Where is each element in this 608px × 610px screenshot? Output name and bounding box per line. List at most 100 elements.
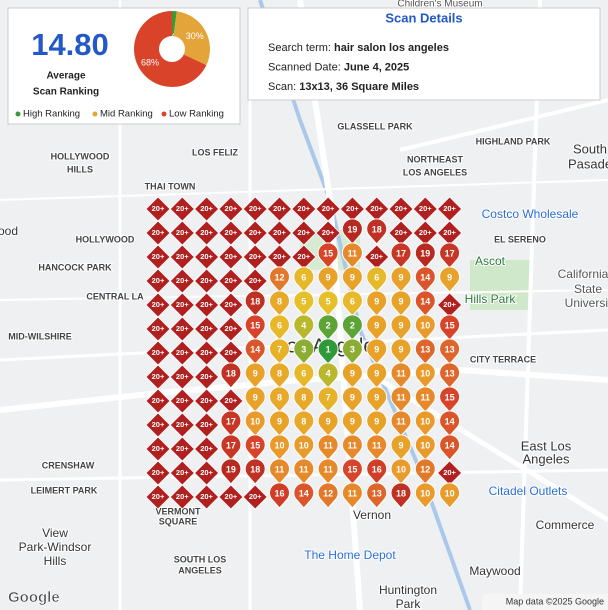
rank-label: 20+ [370, 204, 383, 213]
rank-label: 20+ [273, 204, 286, 213]
rank-pin [414, 362, 436, 389]
rank-pin [293, 434, 315, 461]
rank-label: 5 [301, 296, 306, 306]
rank-pin [414, 434, 436, 461]
rank-label: 6 [301, 368, 306, 378]
rank-label: 20+ [200, 420, 213, 429]
rank-label: 11 [396, 416, 406, 426]
rank-label: 7 [277, 344, 282, 354]
rank-label: 20+ [395, 228, 408, 237]
rank-label: 9 [447, 272, 452, 282]
place-label: HOLLYWOOD [51, 151, 110, 161]
freeway [518, 0, 542, 610]
rank-label: 20+ [200, 324, 213, 333]
rank-label: 20+ [419, 204, 432, 213]
rank-pin [366, 386, 388, 413]
rank-pin [439, 482, 461, 509]
rank-pin [390, 410, 412, 437]
rank-label: 13 [420, 344, 430, 354]
place-label: Maywood [469, 564, 520, 578]
place-label: Huntington [379, 583, 437, 597]
rank-label: 9 [253, 368, 258, 378]
rank-pin [317, 362, 339, 389]
detail-row: Scan: 13x13, 36 Square Miles [268, 81, 419, 93]
rank-pin [390, 338, 412, 365]
rank-pin [293, 314, 315, 341]
rank-pin [220, 410, 242, 437]
rank-pin [390, 314, 412, 341]
rank-pin [269, 362, 290, 389]
rank-label: 20+ [443, 300, 456, 309]
place-label: Angeles [523, 451, 570, 466]
rank-pin [366, 218, 388, 245]
road [0, 179, 608, 201]
rank-pin [269, 338, 290, 365]
rank-label: 20+ [200, 444, 213, 453]
rank-label: 20+ [443, 228, 456, 237]
rank-label: 9 [374, 344, 379, 354]
rank-pin [341, 314, 363, 341]
rank-pin [439, 362, 461, 389]
detail-value: 13x13, 36 Square Miles [299, 81, 419, 93]
rank-label: 20+ [419, 228, 432, 237]
rank-label: 20+ [176, 252, 189, 261]
rank-pin [317, 434, 339, 461]
pie-slice [173, 11, 210, 66]
place-label: HOLLYWOOD [76, 234, 135, 244]
rank-label: 15 [250, 440, 260, 450]
rank-label: 10 [420, 416, 430, 426]
rank-pin-unranked [194, 484, 220, 510]
rank-label: 12 [274, 272, 284, 282]
place-label: Citadel Outlets [489, 484, 568, 498]
place-label: Pasade [568, 156, 608, 171]
rank-grid: 20+ 20+ 20+ 20+ 20+ 20+ 20+ 20+ 20+ 20+ 20+ 20+ 20+ 2… [145, 196, 463, 510]
rank-label: 16 [372, 464, 382, 474]
rank-pin-unranked [169, 484, 195, 510]
rank-label: 9 [326, 272, 331, 282]
rank-label: 20+ [200, 252, 213, 261]
rank-label: 14 [445, 440, 455, 450]
rank-label: 20+ [322, 204, 335, 213]
rank-pin [293, 338, 315, 365]
rank-label: 11 [348, 248, 358, 258]
rank-pin [390, 266, 412, 293]
rank-pin [244, 362, 266, 389]
rank-label: 20+ [225, 348, 238, 357]
park-area [470, 260, 530, 310]
rank-label: 9 [398, 440, 403, 450]
rank-label: 12 [420, 464, 430, 474]
rank-pin [366, 434, 388, 461]
rank-label: 8 [277, 296, 282, 306]
rank-label: 19 [420, 248, 430, 258]
rank-label: 20+ [200, 372, 213, 381]
rank-label: 10 [445, 488, 455, 498]
place-label: LOS ANGELES [403, 167, 467, 177]
freeway [399, 98, 608, 152]
rank-pin [414, 410, 436, 437]
rank-label: 20+ [176, 204, 189, 213]
rank-label: 9 [350, 272, 355, 282]
rank-label: 11 [372, 440, 382, 450]
rank-pin [244, 458, 266, 485]
place-label: Commerce [536, 518, 595, 532]
detail-row: Search term: hair salon los angeles [268, 42, 449, 54]
rank-pin [293, 290, 315, 317]
rank-pin [317, 338, 339, 365]
rank-label: 17 [445, 248, 455, 258]
place-label: Park-Windsor [19, 540, 92, 554]
place-label: East Los [521, 438, 572, 453]
rank-label: 20+ [152, 252, 165, 261]
place-label: Costco Wholesale [482, 207, 579, 221]
rank-label: 20+ [200, 468, 213, 477]
place-label: CENTRAL LA [86, 291, 144, 301]
rank-label: 20+ [273, 228, 286, 237]
rank-label: 20+ [176, 468, 189, 477]
rank-label: 20+ [152, 204, 165, 213]
rank-pin [390, 482, 412, 509]
rank-pin [341, 482, 363, 509]
rank-pin [293, 386, 315, 413]
rank-pin [220, 434, 242, 461]
rank-label: 4 [326, 368, 331, 378]
rank-pin [317, 410, 339, 437]
rank-label: 20+ [176, 396, 189, 405]
